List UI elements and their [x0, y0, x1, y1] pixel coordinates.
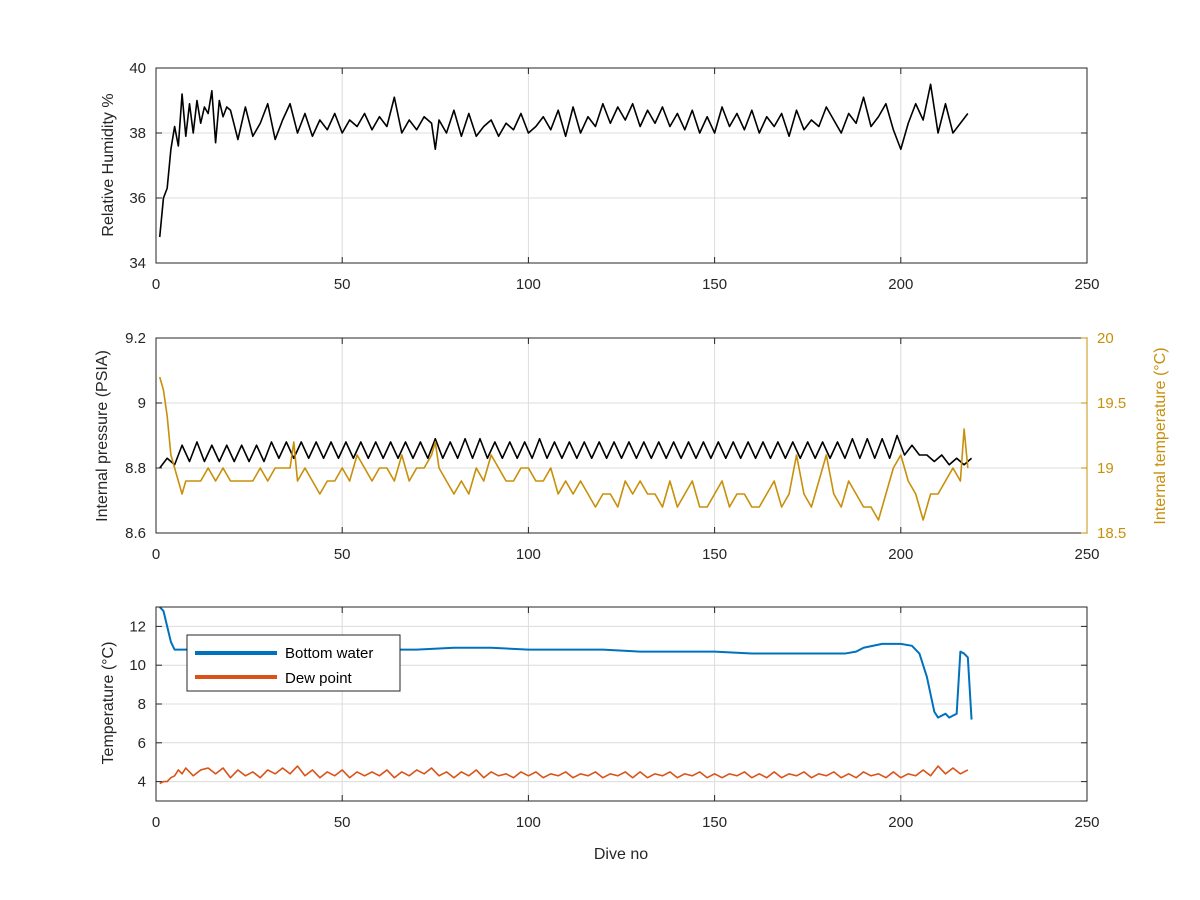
legend-label-dew-point: Dew point [285, 670, 353, 687]
temperature-y-ticks: 4 6 8 10 12 [129, 618, 1087, 791]
humidity-series [158, 83, 969, 238]
y-tick-label: 38 [129, 125, 146, 142]
x-tick-label: 0 [152, 814, 160, 831]
temperature-y-axis-label: Temperature (°C) [100, 642, 117, 765]
x-tick-label: 150 [702, 814, 727, 831]
y-tick-label: 9.2 [125, 330, 146, 347]
x-tick-label: 100 [516, 276, 541, 293]
x-tick-label: 250 [1074, 546, 1099, 563]
y-tick-label: 12 [129, 618, 146, 635]
legend-box [186, 634, 401, 692]
humidity-panel: 0 50 100 150 200 250 34 36 38 40 Relative Humidi… [100, 60, 1100, 293]
internal-temperature-y-ticks: 18.5 19 19.5 20 [1081, 330, 1126, 542]
temperature-legend: Bottom water Dew point [186, 634, 401, 692]
y-tick-label: 8.6 [125, 525, 146, 542]
y-tick-label: 8.8 [125, 460, 146, 477]
humidity-x-ticks: 0 50 100 150 200 250 [152, 68, 1100, 293]
x-tick-label: 0 [152, 276, 160, 293]
y-tick-label: 36 [129, 190, 146, 207]
y-right-tick-label: 19 [1097, 460, 1114, 477]
x-tick-label: 150 [702, 546, 727, 563]
pressure-panel: 0 50 100 150 200 250 8.68.899.2 18.51919.520 … [94, 330, 1169, 563]
pressure-series [158, 376, 973, 521]
x-tick-label: 200 [888, 546, 913, 563]
x-tick-label: 50 [334, 276, 351, 293]
pressure-y-ticks: 8.6 8.8 9 9.2 [125, 330, 162, 542]
x-tick-label: 0 [152, 546, 160, 563]
temperature-panel: 0 50 100 150 200 250 4 6 8 10 12 Temperature (°C)… [100, 606, 1100, 863]
x-tick-label: 50 [334, 814, 351, 831]
y-tick-label: 4 [138, 774, 146, 791]
x-tick-label: 250 [1074, 276, 1099, 293]
x-tick-label: 100 [516, 546, 541, 563]
series-0-line [158, 83, 969, 238]
temperature-x-ticks: 0 50 100 150 200 250 [152, 607, 1100, 831]
x-tick-label: 150 [702, 276, 727, 293]
pressure-y-axis-label: Internal pressure (PSIA) [94, 350, 111, 522]
y-tick-label: 40 [129, 60, 146, 77]
y-tick-label: 34 [129, 255, 146, 272]
y-right-tick-label: 19.5 [1097, 395, 1126, 412]
dew-point-line [159, 765, 969, 785]
y-tick-label: 10 [129, 657, 146, 674]
humidity-y-ticks: 34 36 38 40 [129, 60, 1087, 272]
legend-label-bottom-water: Bottom water [285, 645, 373, 662]
y-right-tick-label: 18.5 [1097, 525, 1126, 542]
x-tick-label: 200 [888, 814, 913, 831]
x-tick-label: 50 [334, 546, 351, 563]
pressure-x-ticks: 0 50 100 150 200 250 [152, 338, 1100, 563]
y-right-tick-label: 20 [1097, 330, 1114, 347]
x-tick-label: 200 [888, 276, 913, 293]
internal-temperature-y-axis-label: Internal temperature (°C) [1152, 347, 1169, 524]
y-tick-label: 8 [138, 696, 146, 713]
dive-no-x-axis-label: Dive no [594, 846, 648, 863]
series-1-line [158, 376, 969, 521]
humidity-y-axis-label: Relative Humidity % [100, 93, 117, 236]
humidity-axes-frame [155, 67, 1088, 264]
x-tick-label: 250 [1074, 814, 1099, 831]
y-tick-label: 6 [138, 735, 146, 752]
y-tick-label: 9 [138, 395, 146, 412]
x-tick-label: 100 [516, 814, 541, 831]
